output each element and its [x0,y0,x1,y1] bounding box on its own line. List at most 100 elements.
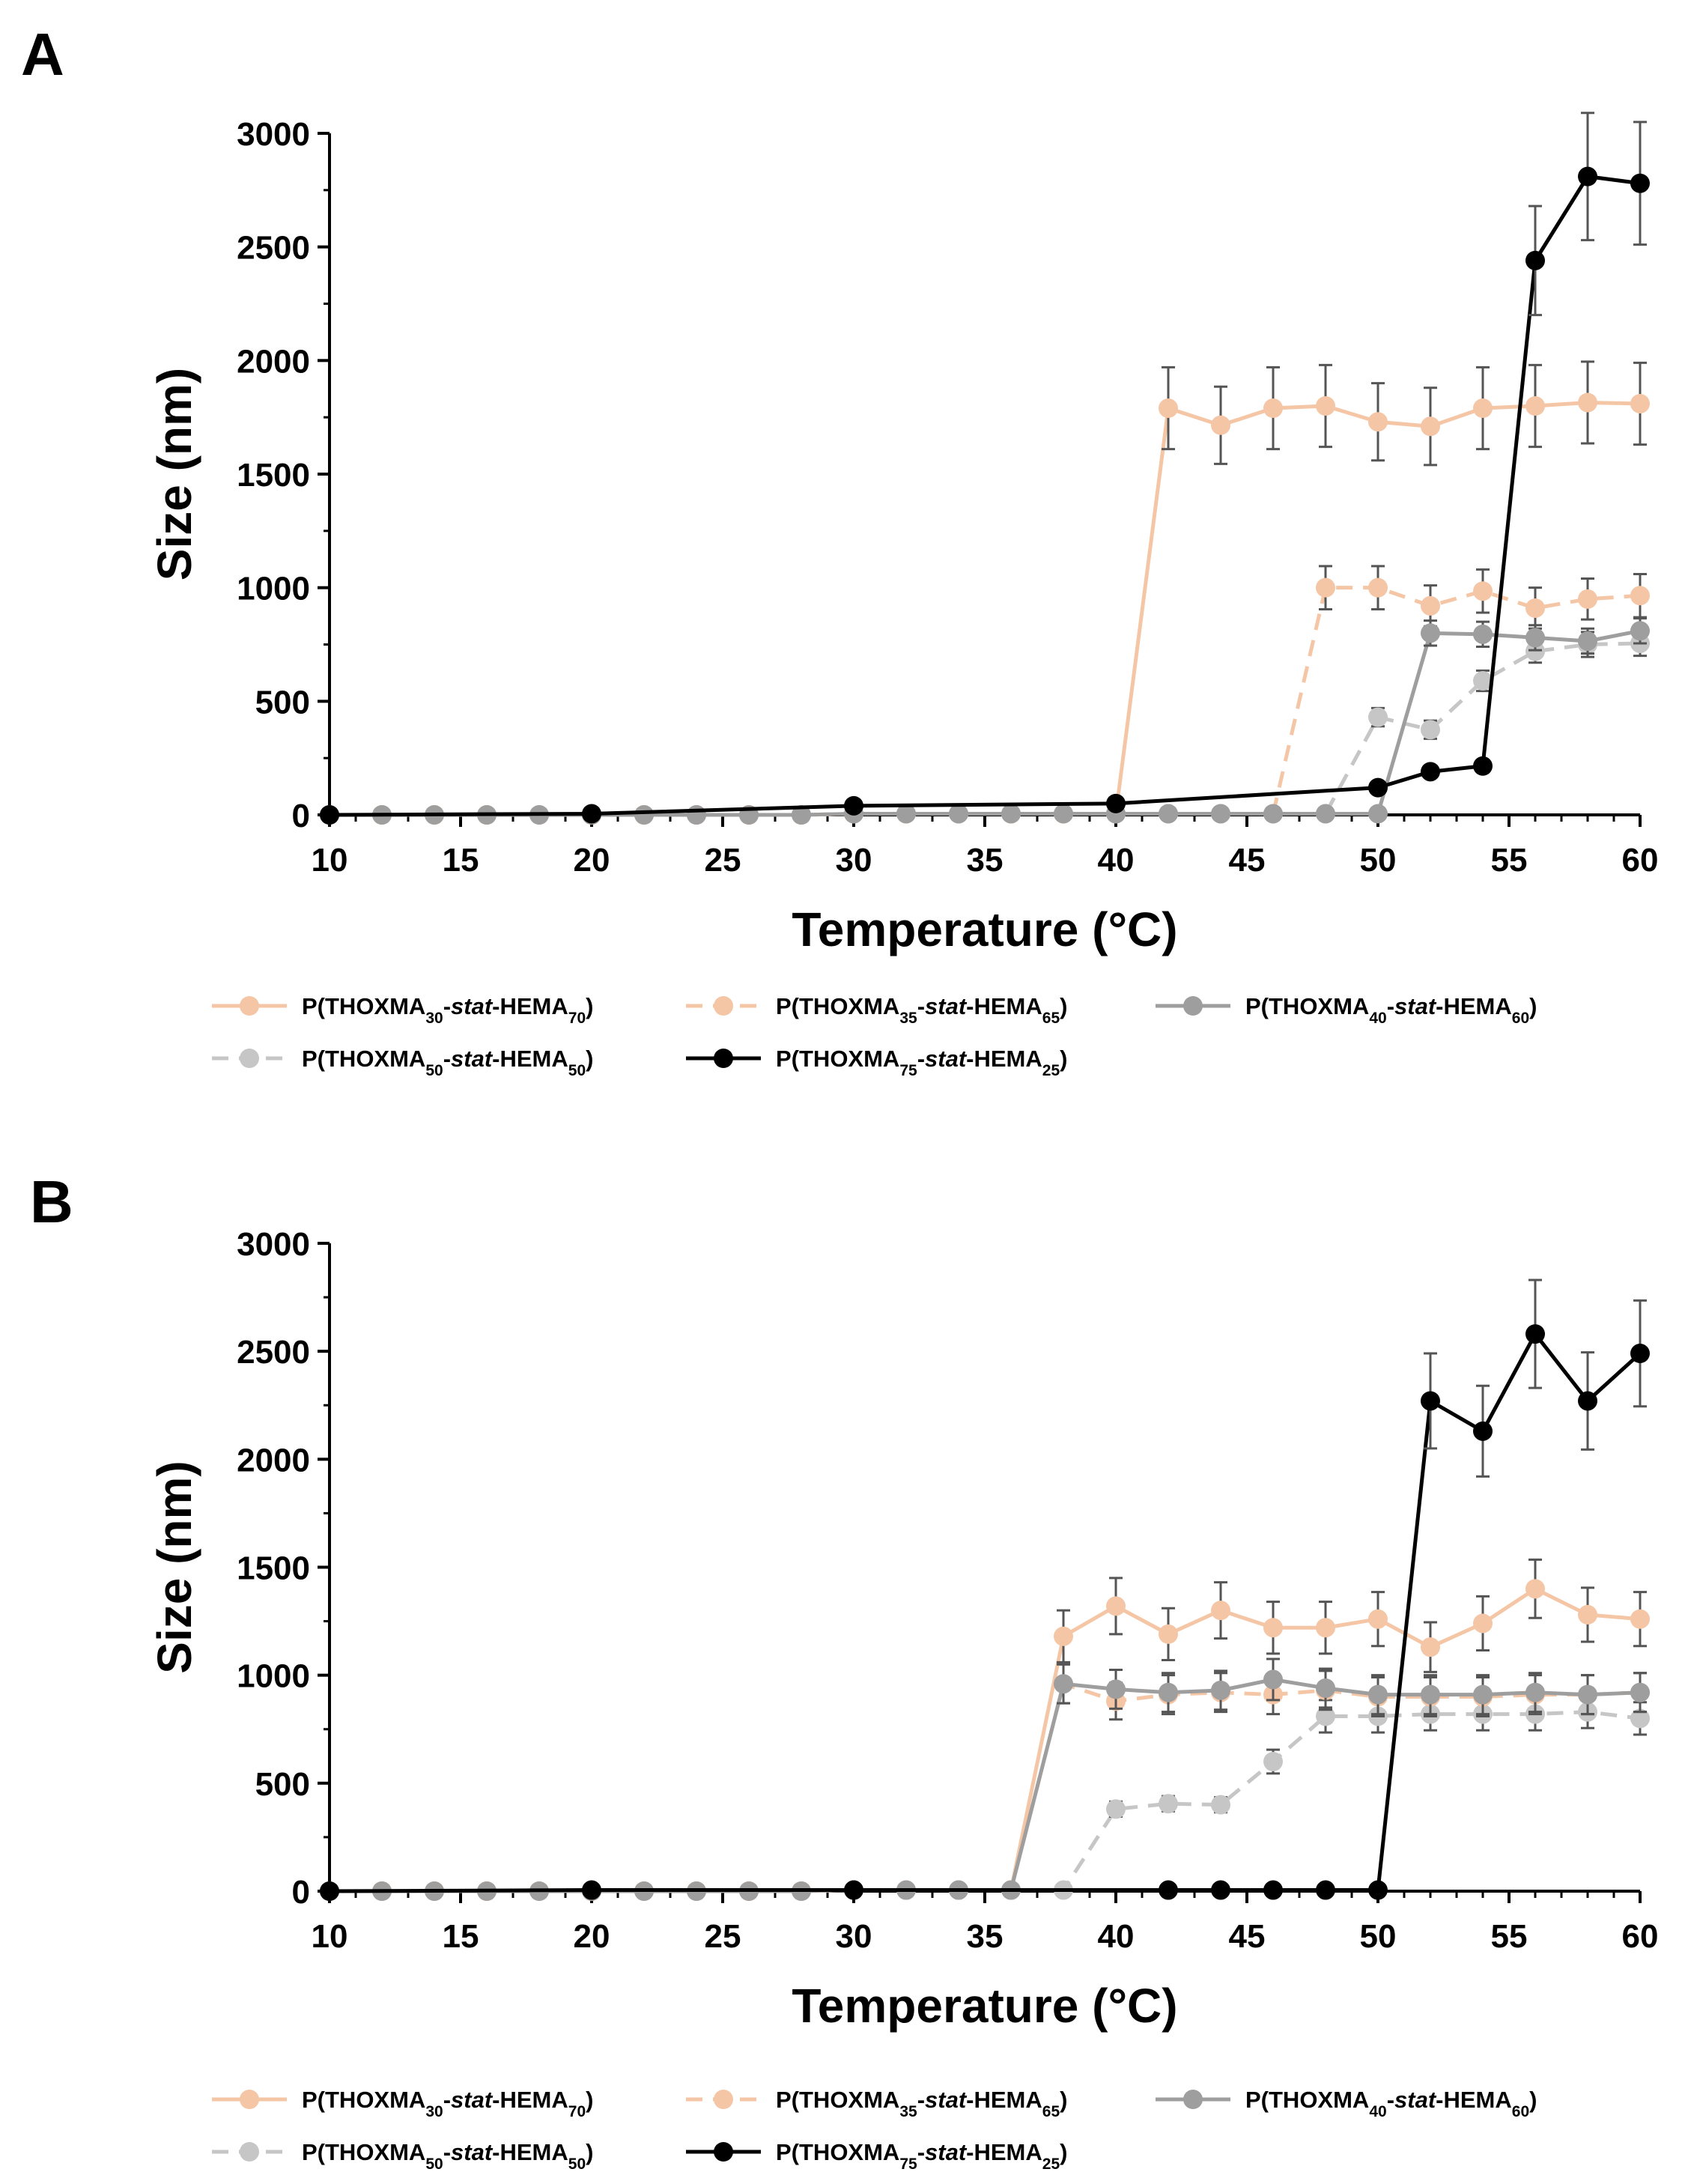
panel-label: B [30,1168,73,1235]
series-s35 [320,565,1650,825]
legend-label-mid1: - [1387,2087,1394,2113]
legend-label-it: stat [925,2087,968,2113]
y-tick-label: 1500 [237,457,310,494]
x-tick-label: 20 [574,1918,610,1955]
data-point [687,805,706,825]
data-point [1578,1684,1597,1705]
legend-swatch-marker [240,1049,259,1068]
y-axis-title: Size (nm) [148,1460,201,1673]
x-tick-label: 25 [705,842,741,879]
legend-item-s30: P(THOXMA30-stat-HEMA70) [212,993,593,1027]
data-point [1473,581,1493,601]
legend-item-s40: P(THOXMA40-stat-HEMA60) [1156,993,1537,1027]
data-point [844,795,863,816]
data-point [1159,804,1178,824]
data-point [1473,756,1493,776]
legend-label-mid2: -HEMA [966,993,1042,1019]
data-point [1473,624,1493,644]
legend-item-s50: P(THOXMA50-stat-HEMA50) [212,1046,593,1079]
data-point [1421,416,1440,437]
legend-label-it: stat [1394,993,1437,1019]
data-point [1525,1682,1545,1702]
x-tick-label: 25 [705,1918,741,1955]
data-point [1421,720,1440,740]
y-tick-label: 1500 [237,1550,310,1587]
legend-label-sub2: 50 [568,1062,586,1079]
legend-label-it: stat [451,2139,494,2165]
legend-label-sub1: 75 [899,1062,917,1079]
x-axis-title: Temperature (°C) [792,903,1177,956]
x-tick-label: 35 [967,1918,1004,1955]
x-tick-label: 15 [443,1918,479,1955]
data-point [1159,398,1178,419]
data-point [1211,1795,1230,1815]
legend-label: P(THOXMA75-stat-HEMA25) [776,1046,1067,1079]
legend: P(THOXMA30-stat-HEMA70) P(THOXMA35-stat-H… [212,2087,1537,2173]
legend-label-post: ) [586,2139,593,2165]
legend-label-post: ) [1060,1046,1067,1072]
legend-label-it: stat [451,993,494,1019]
data-point [1473,1684,1493,1705]
x-tick-label: 30 [836,842,872,879]
legend-label-post: ) [1060,2139,1067,2165]
data-point [1473,1613,1493,1634]
data-point [1316,1880,1335,1900]
data-point [1263,1669,1283,1690]
data-point [1630,621,1650,641]
legend-label-sub2: 70 [568,1010,586,1027]
x-tick-label: 35 [967,842,1004,879]
data-point [1316,1706,1335,1726]
x-tick-label: 40 [1098,842,1135,879]
data-point [1368,777,1388,798]
data-point [896,804,916,824]
y-tick-label: 3000 [237,1226,310,1263]
x-tick-label: 45 [1229,842,1266,879]
legend-label-mid1: - [917,1046,925,1072]
legend-label-sub1: 30 [425,2103,443,2120]
data-point [320,805,339,825]
x-axis-title: Temperature (°C) [792,1979,1177,2033]
data-point [1630,1708,1650,1729]
legend-label: P(THOXMA35-stat-HEMA65) [776,2087,1067,2120]
legend-label-sub1: 50 [425,1062,443,1079]
data-point [1630,393,1650,413]
data-point [1630,586,1650,606]
panel-b: B 0 500 1000 1500 2000 2500 3000 10 15 20 25 30 35 40 4… [30,1168,1658,2173]
series-line [330,1677,1641,1893]
legend-label-sub1: 35 [899,1010,917,1027]
data-point [1473,1421,1493,1441]
data-point [1106,793,1126,813]
legend-label: P(THOXMA30-stat-HEMA70) [302,993,593,1027]
legend-label: P(THOXMA40-stat-HEMA60) [1245,993,1537,1027]
legend-swatch-marker [714,2090,733,2109]
legend-label-mid2: -HEMA [1436,2087,1512,2113]
legend-label-sub2: 50 [568,2156,586,2173]
y-tick-label: 3000 [237,116,310,153]
legend-label: P(THOXMA50-stat-HEMA50) [302,2139,593,2173]
x-tick-label: 60 [1622,842,1659,879]
x-tick-label: 20 [574,842,610,879]
panel-a: A 0 500 1000 1500 2000 2500 3000 10 15 20 25 30 35 40 4… [21,21,1658,1079]
data-point [1630,1344,1650,1364]
data-point [1578,631,1597,651]
legend-swatch-marker [1183,996,1203,1016]
legend-label-sub2: 60 [1512,1010,1529,1027]
data-point [1368,1880,1388,1900]
series-s50 [320,1694,1650,1901]
data-point [1263,1752,1283,1771]
series-line [330,400,1641,817]
legend-swatch-marker [714,2142,733,2162]
legend-label: P(THOXMA30-stat-HEMA70) [302,2087,593,2120]
legend-label-mid1: - [443,2139,451,2165]
legend-label-mid1: - [443,1046,451,1072]
legend-label-post: ) [1060,993,1067,1019]
legend-label-mid2: -HEMA [966,2139,1042,2165]
legend-label-mid1: - [917,2087,925,2113]
series-s75 [320,1278,1650,1901]
data-point [1211,1880,1230,1900]
data-point [1421,595,1440,616]
x-tick-label: 60 [1622,1918,1659,1955]
data-point [1525,396,1545,416]
data-point [1525,628,1545,648]
data-point [1630,1609,1650,1629]
